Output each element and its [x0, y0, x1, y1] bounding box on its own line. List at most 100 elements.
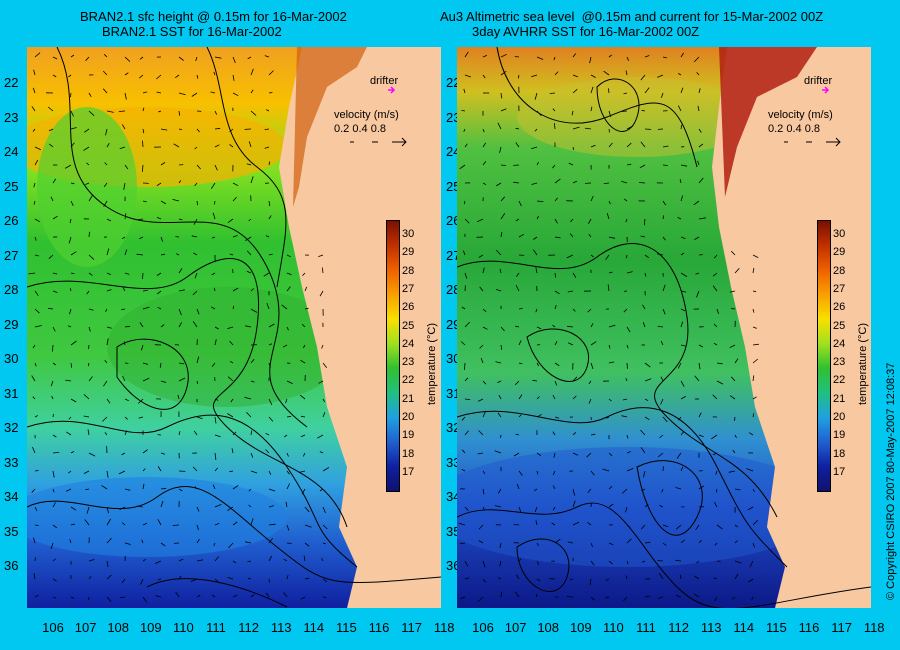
current-vector-arrow — [518, 414, 522, 418]
current-vector-arrow — [680, 290, 687, 293]
current-vector-arrow — [518, 340, 522, 346]
current-vector-arrow — [232, 521, 238, 526]
current-vector-arrow — [479, 344, 484, 349]
current-vector-arrow — [498, 394, 502, 400]
current-vector-arrow — [88, 452, 96, 457]
current-vector-arrow — [715, 470, 718, 475]
current-vector-arrow — [65, 488, 72, 492]
current-vector-arrow — [190, 578, 198, 583]
current-vector-arrow — [88, 326, 91, 332]
current-vector-arrow — [214, 164, 218, 171]
current-vector-arrow — [752, 520, 758, 526]
lat-label-left-36: 36 — [4, 558, 19, 573]
current-vector-arrow — [214, 110, 218, 115]
current-vector-arrow — [482, 74, 486, 79]
current-vector-arrow — [730, 308, 736, 310]
current-vector-arrow — [500, 70, 507, 76]
current-vector-arrow — [178, 322, 183, 328]
current-vector-arrow — [194, 182, 198, 187]
colorbar-tick: 27 — [833, 282, 846, 295]
current-vector-arrow — [608, 236, 616, 239]
current-vector-arrow — [716, 362, 723, 365]
current-vector-arrow — [482, 560, 486, 568]
current-vector-arrow — [572, 500, 576, 508]
current-vector-arrow — [752, 358, 759, 364]
current-vector-arrow — [304, 286, 308, 292]
current-vector-arrow — [625, 506, 628, 513]
current-vector-arrow — [554, 290, 560, 295]
current-vector-arrow — [192, 290, 198, 296]
lat-label-left-26: 26 — [4, 213, 19, 228]
current-vector-arrow — [606, 416, 610, 419]
colorbar-tick: 21 — [833, 392, 846, 405]
current-vector-arrow — [625, 254, 628, 259]
current-vector-arrow — [283, 434, 288, 438]
current-vector-arrow — [268, 505, 275, 508]
current-vector-arrow — [268, 416, 274, 422]
current-vector-arrow — [232, 485, 239, 490]
current-vector-arrow — [568, 162, 574, 166]
current-vector-arrow — [321, 557, 324, 562]
current-vector-arrow — [34, 218, 41, 223]
current-vector-arrow — [157, 466, 162, 472]
current-vector-arrow — [34, 236, 37, 241]
current-vector-arrow — [482, 142, 487, 148]
current-vector-arrow — [608, 110, 612, 118]
current-vector-arrow — [734, 268, 740, 274]
left-velocity-label: velocity (m/s) — [334, 109, 399, 121]
current-vector-arrow — [660, 398, 664, 405]
lat-label-right-27: 27 — [446, 247, 461, 263]
current-vector-arrow — [142, 468, 146, 472]
current-vector-arrow — [231, 448, 234, 454]
current-vector-arrow — [643, 218, 646, 226]
current-vector-arrow — [660, 340, 664, 346]
current-vector-arrow — [587, 522, 592, 526]
lon-label-right-107: 107 — [504, 620, 527, 635]
current-vector-arrow — [459, 164, 466, 170]
current-vector-arrow — [680, 466, 684, 472]
lon-label-left-114: 114 — [303, 620, 325, 635]
lat-label-left-29: 29 — [4, 316, 19, 332]
lon-label-right-110: 110 — [603, 620, 624, 635]
current-vector-arrow — [698, 540, 702, 544]
right-map-panel — [457, 47, 871, 608]
current-vector-arrow — [552, 431, 556, 436]
velocity-scale-arrows-icon — [350, 137, 407, 147]
current-vector-arrow — [196, 506, 200, 512]
current-vector-arrow — [531, 146, 538, 150]
current-vector-arrow — [572, 432, 577, 436]
current-vector-arrow — [300, 415, 306, 418]
current-vector-arrow — [732, 449, 736, 454]
current-vector-arrow — [230, 398, 234, 403]
current-vector-arrow — [68, 74, 72, 78]
current-vector-arrow — [156, 290, 162, 295]
current-vector-arrow — [680, 321, 684, 328]
current-vector-arrow — [464, 362, 466, 370]
current-vector-arrow — [142, 140, 144, 148]
current-vector-arrow — [536, 560, 540, 565]
current-vector-arrow — [318, 380, 324, 384]
velocity-scale-arrows-icon — [784, 137, 841, 147]
current-vector-arrow — [88, 272, 93, 276]
current-vector-arrow — [500, 196, 506, 202]
current-vector-arrow — [193, 252, 198, 256]
current-vector-arrow — [626, 142, 632, 148]
current-vector-arrow — [173, 143, 180, 148]
current-vector-arrow — [608, 271, 613, 274]
left-legend: drifter velocity (m/s) 0.2 0.4 0.8 — [334, 75, 407, 147]
current-vector-arrow — [85, 56, 90, 61]
current-vector-arrow — [232, 56, 236, 64]
current-vector-arrow — [626, 56, 629, 62]
current-vector-arrow — [626, 271, 633, 274]
current-vector-arrow — [497, 488, 502, 494]
current-vector-arrow — [515, 127, 520, 130]
current-vector-arrow — [680, 236, 686, 239]
current-vector-arrow — [497, 380, 502, 383]
current-vector-arrow — [196, 164, 201, 170]
current-vector-arrow — [263, 272, 270, 277]
colorbar-tick: 23 — [402, 356, 415, 369]
current-vector-arrow — [246, 412, 252, 418]
current-vector-arrow — [155, 560, 162, 564]
current-vector-arrow — [84, 519, 90, 526]
current-vector-arrow — [88, 308, 94, 311]
